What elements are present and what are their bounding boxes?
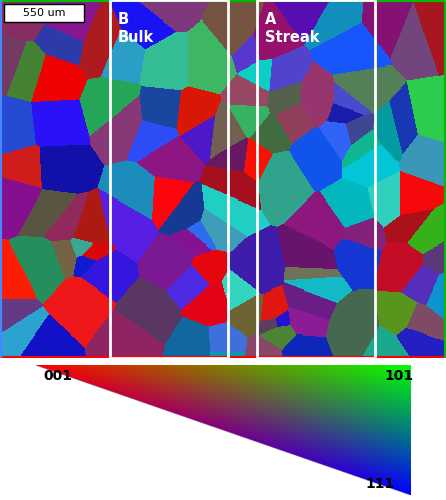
Bar: [110, 0, 228, 358]
Text: 550 um: 550 um: [23, 8, 65, 18]
Bar: [4, 4, 84, 22]
Bar: [257, 0, 375, 358]
Text: 001: 001: [44, 369, 73, 383]
Text: B
Bulk: B Bulk: [118, 12, 154, 44]
Text: 111: 111: [366, 477, 395, 491]
Text: A
Streak: A Streak: [265, 12, 319, 44]
Text: 101: 101: [384, 369, 413, 383]
